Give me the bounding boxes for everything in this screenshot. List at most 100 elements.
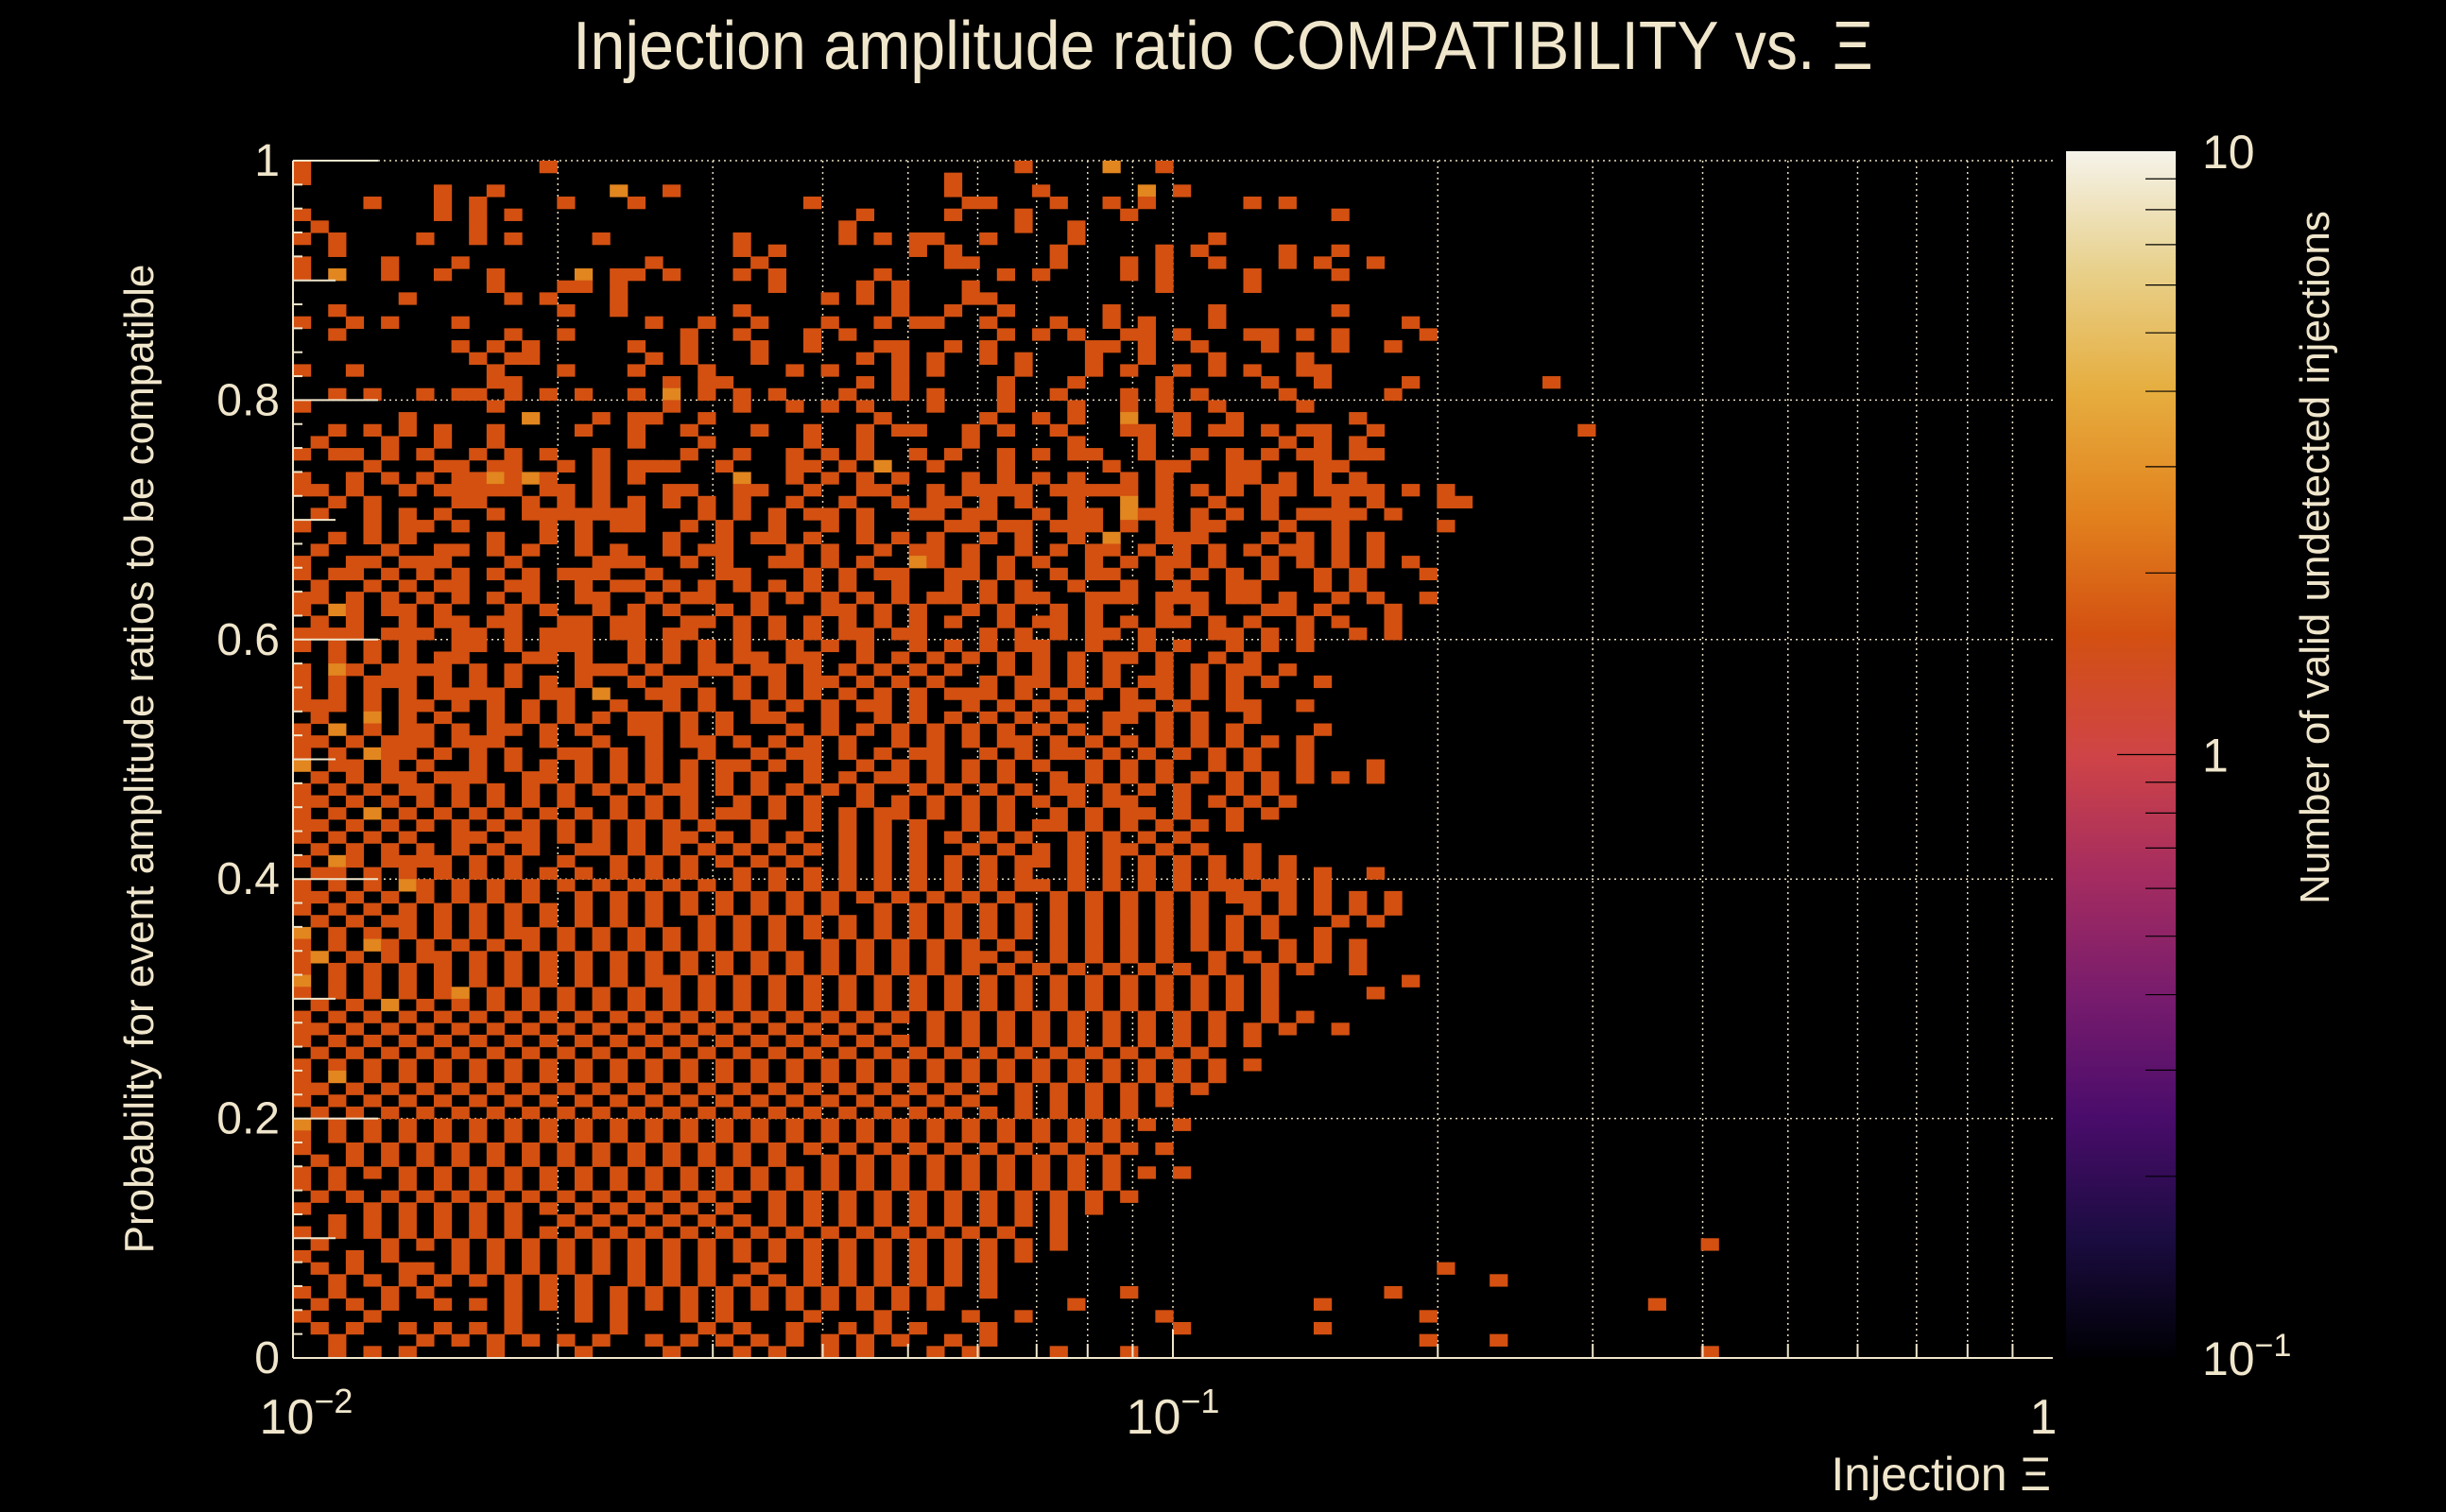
heatmap-cell: [433, 1130, 453, 1143]
heatmap-cell: [345, 1046, 365, 1059]
heatmap-cell: [645, 1226, 663, 1239]
heatmap-cell: [328, 747, 347, 761]
heatmap-cell: [961, 423, 980, 438]
heatmap-cell: [908, 1262, 927, 1275]
heatmap-cell: [996, 484, 1016, 497]
heatmap-cell: [645, 567, 663, 581]
heatmap-cell: [469, 232, 488, 246]
heatmap-cell: [557, 1142, 576, 1156]
heatmap-cell: [1261, 567, 1280, 581]
heatmap-cell: [1190, 484, 1209, 497]
heatmap-cell: [557, 280, 576, 293]
heatmap-cell: [627, 1238, 646, 1251]
heatmap-cell: [574, 1310, 594, 1323]
heatmap-cell: [1243, 1022, 1262, 1036]
heatmap-cell: [557, 304, 576, 318]
heatmap-cell: [557, 1022, 576, 1036]
heatmap-cell: [486, 843, 506, 856]
heatmap-cell: [1155, 507, 1174, 521]
heatmap-cell: [504, 639, 523, 653]
heatmap-cell: [1102, 627, 1121, 641]
heatmap-cell: [680, 1297, 698, 1311]
heatmap-cell: [802, 987, 822, 1000]
heatmap-cell: [1049, 1094, 1068, 1108]
heatmap-cell: [293, 795, 312, 808]
heatmap-cell: [592, 603, 611, 617]
heatmap-cell: [645, 663, 663, 677]
heatmap-cell: [785, 1297, 804, 1311]
heatmap-cell: [522, 987, 541, 1000]
heatmap-cell: [398, 1058, 417, 1072]
heatmap-cell: [1190, 723, 1209, 736]
heatmap-cell: [908, 1190, 927, 1203]
heatmap-cell: [345, 364, 365, 377]
heatmap-cell: [698, 818, 716, 833]
heatmap-cell: [433, 663, 453, 677]
heatmap-cell: [1155, 951, 1174, 964]
heatmap-cell: [381, 603, 400, 617]
heatmap-cell: [486, 1249, 506, 1263]
heatmap-cell: [1313, 1321, 1333, 1335]
heatmap-cell: [979, 782, 998, 797]
heatmap-cell: [979, 854, 998, 868]
heatmap-cell: [1349, 448, 1368, 461]
heatmap-cell: [873, 867, 892, 880]
heatmap-cell: [1102, 675, 1121, 689]
heatmap-cell: [504, 627, 523, 641]
heatmap-cell: [908, 507, 927, 521]
heatmap-cell: [363, 520, 382, 533]
heatmap-cell: [504, 448, 523, 461]
heatmap-cell: [663, 376, 681, 389]
heatmap-cell: [610, 1118, 629, 1131]
heatmap-cell: [1173, 795, 1192, 808]
heatmap-cell: [328, 651, 347, 664]
heatmap-cell: [1173, 807, 1192, 820]
heatmap-cell: [469, 1118, 488, 1131]
heatmap-cell: [645, 1177, 663, 1192]
heatmap-cell: [451, 1190, 470, 1203]
colorbar-tick-label: 1: [2202, 730, 2229, 782]
heatmap-cell: [398, 520, 417, 533]
heatmap-cell: [663, 1346, 681, 1359]
heatmap-cell: [680, 675, 698, 689]
heatmap-cell: [381, 1082, 400, 1095]
heatmap-cell: [750, 423, 769, 438]
heatmap-cell: [1278, 879, 1297, 892]
heatmap-cell: [574, 507, 594, 521]
heatmap-cell: [820, 1010, 839, 1023]
heatmap-cell: [1067, 675, 1086, 689]
heatmap-cell: [627, 987, 646, 1000]
heatmap-cell: [451, 938, 470, 952]
heatmap-cell: [750, 1166, 769, 1179]
heatmap-cell: [855, 1130, 875, 1143]
heatmap-cell: [996, 603, 1016, 617]
heatmap-cell: [1032, 651, 1051, 664]
heatmap-cell: [504, 675, 523, 689]
heatmap-cell: [345, 759, 365, 772]
heatmap-cell: [1173, 831, 1192, 844]
heatmap-cell: [908, 1106, 927, 1120]
heatmap-cell: [1173, 459, 1192, 473]
heatmap-cell: [908, 843, 927, 856]
heatmap-cell: [1102, 484, 1121, 497]
heatmap-cell: [698, 543, 716, 557]
heatmap-cell: [574, 1010, 594, 1023]
heatmap-cell: [1049, 987, 1068, 1000]
heatmap-cell: [1349, 627, 1368, 641]
heatmap-cell: [1331, 771, 1350, 784]
heatmap-cell: [1296, 531, 1315, 545]
heatmap-cell: [820, 711, 839, 725]
heatmap-cell: [363, 1094, 382, 1108]
chart-title: Injection amplitude ratio COMPATIBILITY …: [573, 9, 1873, 84]
heatmap-cell: [645, 951, 663, 964]
heatmap-cell: [979, 495, 998, 509]
heatmap-cell: [433, 197, 453, 210]
heatmap-cell: [926, 938, 945, 952]
heatmap-cell: [381, 1190, 400, 1203]
heatmap-cell: [1120, 938, 1139, 952]
heatmap-cell: [557, 987, 576, 1000]
heatmap-cell: [1014, 639, 1033, 653]
heatmap-cell: [979, 507, 998, 521]
heatmap-cell: [293, 1130, 312, 1143]
heatmap-cell: [293, 1022, 312, 1036]
